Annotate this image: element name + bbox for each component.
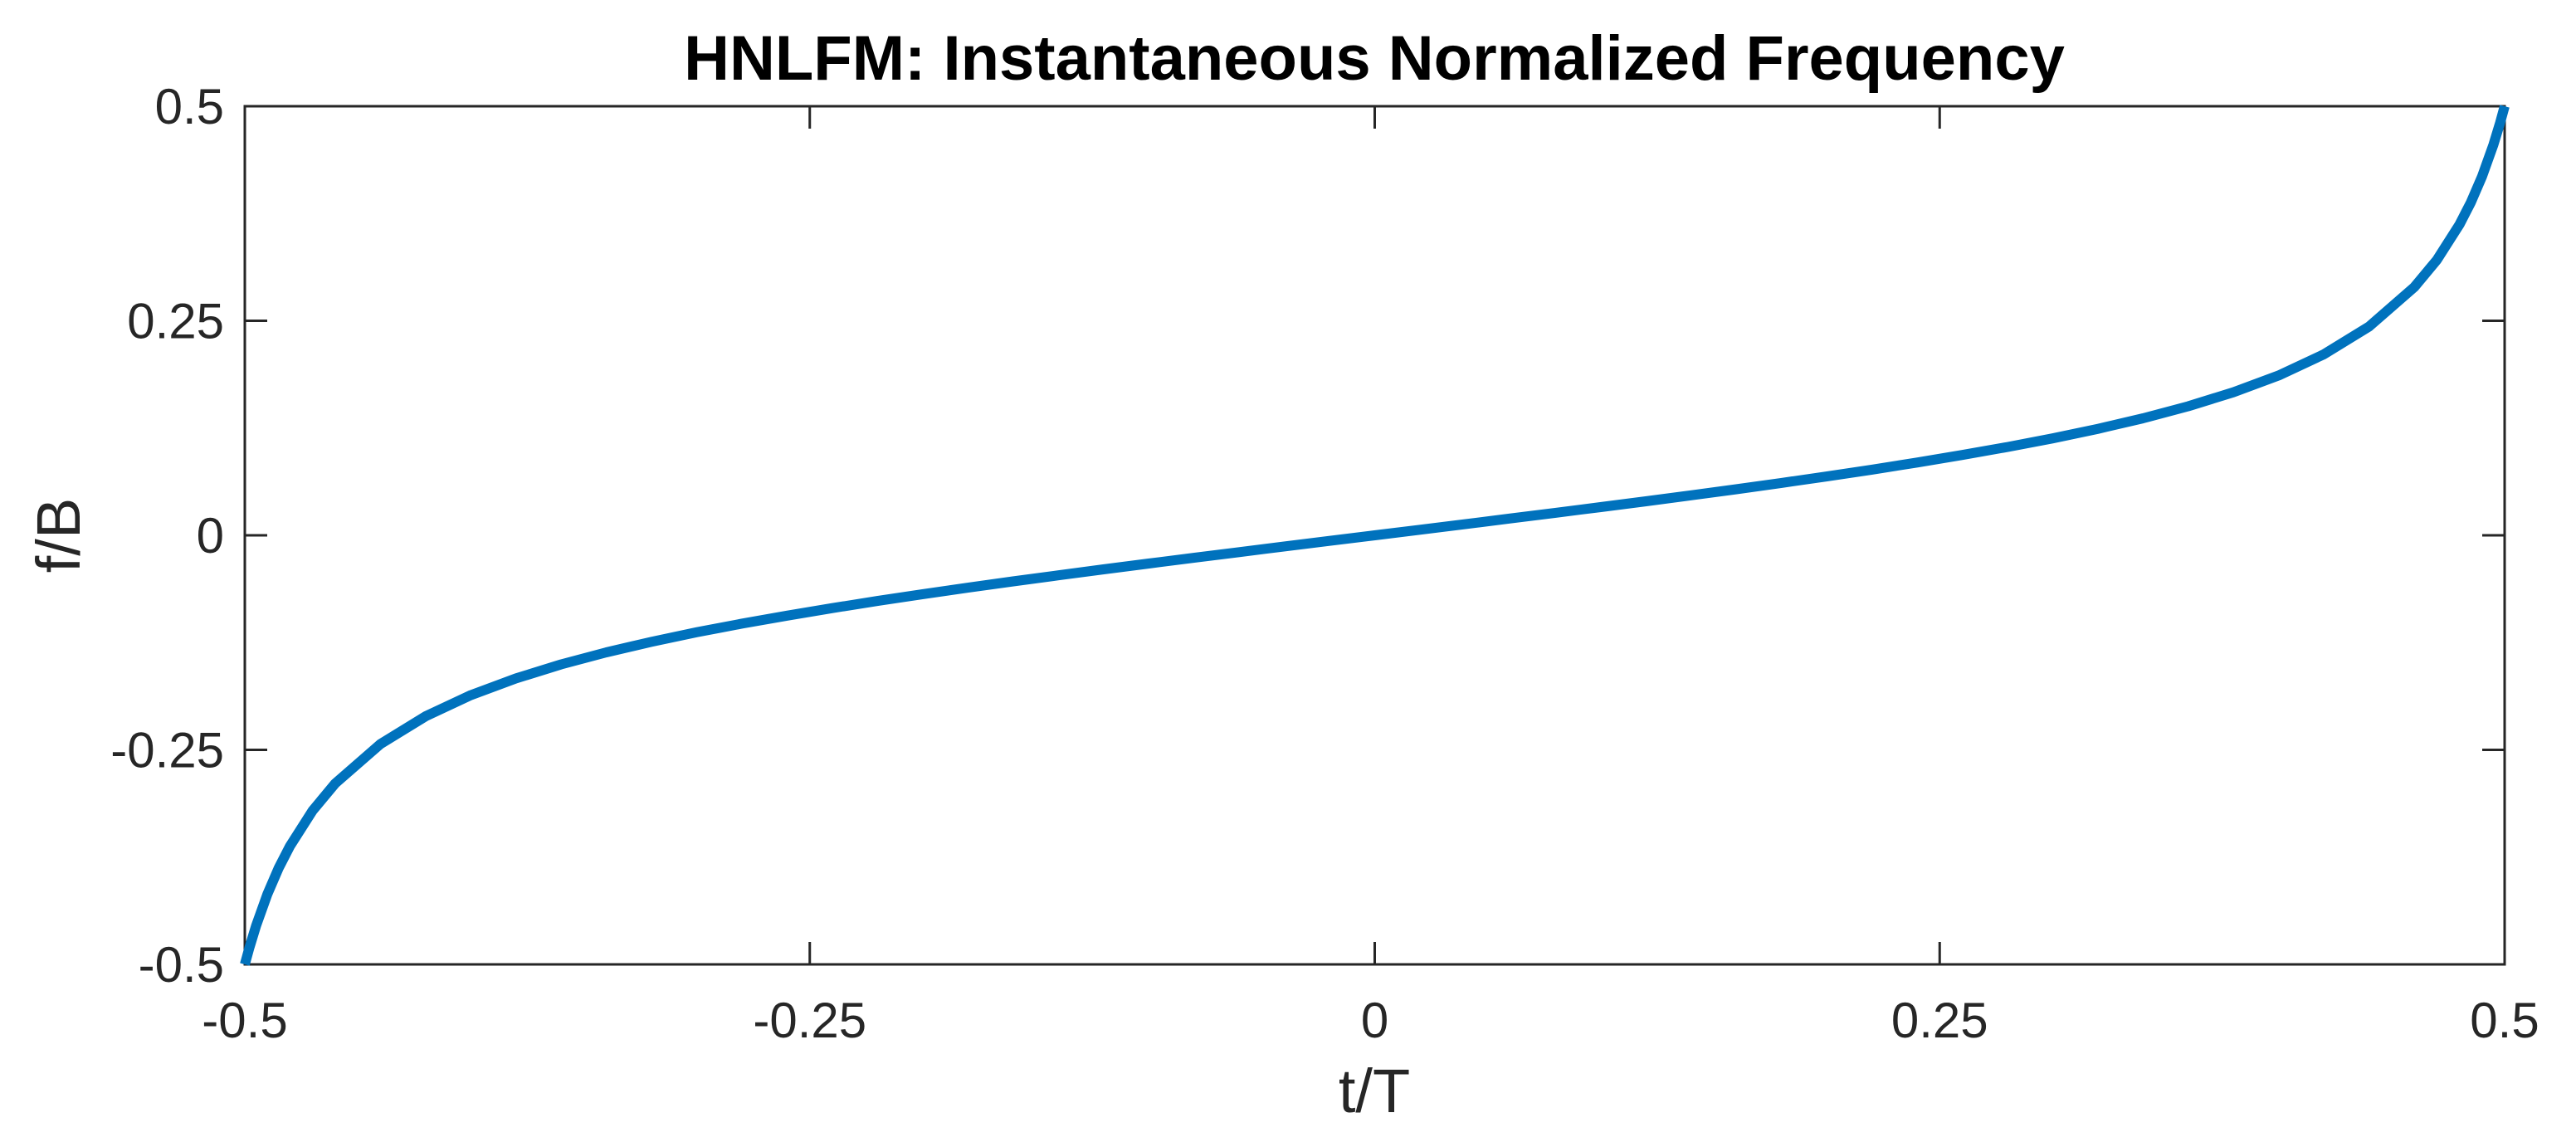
x-tick-label: -0.25 [753, 993, 866, 1048]
y-tick-label: 0 [197, 508, 224, 564]
text-layer: HNLFM: Instantaneous Normalized Frequenc… [24, 23, 2539, 1125]
chart-title: HNLFM: Instantaneous Normalized Frequenc… [684, 23, 2065, 94]
y-tick-label: 0.25 [127, 294, 224, 349]
y-tick-label: -0.25 [110, 723, 224, 778]
y-tick-label: 0.5 [155, 79, 224, 134]
x-tick-label: 0.5 [2470, 993, 2539, 1048]
x-axis-label: t/T [1339, 1057, 1410, 1125]
y-axis-label: f/B [24, 498, 93, 573]
y-tick-label: -0.5 [139, 937, 224, 993]
curve-line [240, 105, 2510, 966]
x-tick-label: 0.25 [1891, 993, 1988, 1048]
series-layer [240, 105, 2510, 966]
x-tick-label: 0 [1361, 993, 1388, 1048]
x-tick-label: -0.5 [202, 993, 287, 1048]
